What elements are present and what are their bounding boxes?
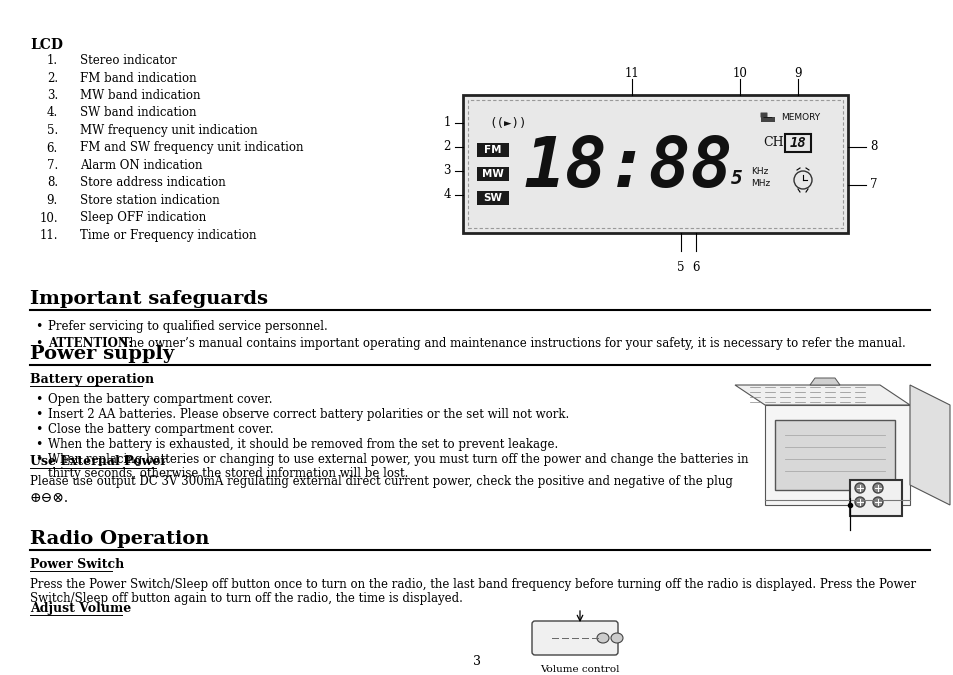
Text: 8.: 8. bbox=[47, 176, 58, 190]
Text: FM band indication: FM band indication bbox=[80, 72, 196, 84]
Text: When replacing batteries or changing to use external power, you must turn off th: When replacing batteries or changing to … bbox=[48, 453, 748, 466]
Text: Sleep OFF indication: Sleep OFF indication bbox=[80, 211, 206, 225]
Text: •: • bbox=[35, 438, 42, 451]
Text: MW: MW bbox=[481, 169, 503, 179]
Text: 11.: 11. bbox=[39, 229, 58, 242]
Ellipse shape bbox=[597, 633, 608, 643]
Text: 10.: 10. bbox=[39, 211, 58, 225]
Text: 10: 10 bbox=[732, 67, 747, 80]
Text: •: • bbox=[35, 453, 42, 466]
Text: 8: 8 bbox=[869, 140, 877, 153]
Polygon shape bbox=[734, 385, 909, 405]
Text: MW frequency unit indication: MW frequency unit indication bbox=[80, 124, 257, 137]
Text: •: • bbox=[35, 393, 42, 406]
Bar bbox=[784, 134, 810, 152]
Text: 4: 4 bbox=[443, 188, 451, 202]
Text: ((►)): ((►)) bbox=[489, 117, 526, 130]
Text: Switch/Sleep off button again to turn off the radio, the time is displayed.: Switch/Sleep off button again to turn of… bbox=[30, 592, 462, 605]
Text: The owner’s manual contains important operating and maintenance instructions for: The owner’s manual contains important op… bbox=[118, 337, 904, 350]
Text: Prefer servicing to qualified service personnel.: Prefer servicing to qualified service pe… bbox=[48, 320, 328, 333]
Text: 18: 18 bbox=[789, 136, 805, 150]
Text: LCD: LCD bbox=[30, 38, 63, 52]
Text: MEMORY: MEMORY bbox=[781, 113, 820, 122]
Text: Use External Power: Use External Power bbox=[30, 455, 167, 468]
Circle shape bbox=[872, 483, 882, 493]
Bar bbox=[468, 100, 842, 228]
Text: 3: 3 bbox=[473, 655, 480, 668]
Text: 7.: 7. bbox=[47, 159, 58, 172]
Text: 11: 11 bbox=[624, 67, 639, 80]
Text: 6: 6 bbox=[692, 261, 699, 274]
Text: ATTENTION:: ATTENTION: bbox=[48, 337, 132, 350]
Text: 3: 3 bbox=[443, 165, 451, 178]
Bar bbox=[774, 420, 894, 490]
Text: Important safeguards: Important safeguards bbox=[30, 290, 268, 308]
Text: 6.: 6. bbox=[47, 142, 58, 155]
Text: Stereo indicator: Stereo indicator bbox=[80, 54, 176, 67]
Text: 5: 5 bbox=[676, 261, 683, 274]
Text: Please use output DC 3V 300mA regulating external direct current power, check th: Please use output DC 3V 300mA regulating… bbox=[30, 475, 732, 488]
Text: Close the battery compartment cover.: Close the battery compartment cover. bbox=[48, 423, 274, 436]
Bar bbox=[849, 480, 901, 516]
Text: MHz: MHz bbox=[750, 180, 769, 188]
Text: 4.: 4. bbox=[47, 107, 58, 119]
Text: Insert 2 AA batteries. Please observe correct battery polarities or the set will: Insert 2 AA batteries. Please observe co… bbox=[48, 408, 569, 421]
Text: 3.: 3. bbox=[47, 89, 58, 102]
Text: Volume control: Volume control bbox=[539, 665, 619, 674]
Text: ⊕⊖⊗.: ⊕⊖⊗. bbox=[30, 491, 69, 505]
Text: •: • bbox=[35, 337, 42, 350]
Text: 5.: 5. bbox=[47, 124, 58, 137]
Text: Store station indication: Store station indication bbox=[80, 194, 219, 207]
Text: 5: 5 bbox=[730, 169, 742, 188]
Text: When the battery is exhausted, it should be removed from the set to prevent leak: When the battery is exhausted, it should… bbox=[48, 438, 558, 451]
Text: Alarm ON indication: Alarm ON indication bbox=[80, 159, 202, 172]
Text: KHz: KHz bbox=[750, 167, 767, 176]
Text: Press the Power Switch/Sleep off button once to turn on the radio, the last band: Press the Power Switch/Sleep off button … bbox=[30, 578, 915, 591]
Text: 2: 2 bbox=[443, 140, 451, 153]
Circle shape bbox=[854, 483, 864, 493]
Bar bbox=[476, 143, 509, 157]
Polygon shape bbox=[764, 405, 909, 505]
Text: 9.: 9. bbox=[47, 194, 58, 207]
Text: 9: 9 bbox=[793, 67, 801, 80]
Text: FM and SW frequency unit indication: FM and SW frequency unit indication bbox=[80, 142, 303, 155]
Text: FM: FM bbox=[484, 145, 501, 155]
Text: SW band indication: SW band indication bbox=[80, 107, 196, 119]
Text: Radio Operation: Radio Operation bbox=[30, 530, 209, 548]
Text: MW band indication: MW band indication bbox=[80, 89, 200, 102]
FancyBboxPatch shape bbox=[532, 621, 618, 655]
Text: 7: 7 bbox=[869, 178, 877, 192]
Text: Open the battery compartment cover.: Open the battery compartment cover. bbox=[48, 393, 273, 406]
Bar bbox=[476, 191, 509, 205]
Text: •: • bbox=[35, 408, 42, 421]
Text: CH: CH bbox=[762, 136, 782, 149]
Polygon shape bbox=[909, 385, 949, 505]
Polygon shape bbox=[809, 378, 840, 385]
Circle shape bbox=[854, 497, 864, 507]
Text: 1: 1 bbox=[443, 117, 451, 130]
Circle shape bbox=[872, 497, 882, 507]
Text: •: • bbox=[35, 423, 42, 436]
Text: •: • bbox=[35, 320, 42, 333]
Bar bbox=[462, 95, 847, 233]
Bar bbox=[760, 117, 774, 122]
Text: 2.: 2. bbox=[47, 72, 58, 84]
Text: 1.: 1. bbox=[47, 54, 58, 67]
Text: Power Switch: Power Switch bbox=[30, 558, 124, 571]
Text: 18:88: 18:88 bbox=[523, 134, 732, 200]
Ellipse shape bbox=[610, 633, 622, 643]
Text: Battery operation: Battery operation bbox=[30, 373, 154, 386]
Bar bbox=[476, 167, 509, 181]
Text: Time or Frequency indication: Time or Frequency indication bbox=[80, 229, 256, 242]
FancyBboxPatch shape bbox=[760, 113, 767, 117]
Text: Adjust Volume: Adjust Volume bbox=[30, 602, 132, 615]
Text: —: — bbox=[762, 112, 772, 122]
Text: SW: SW bbox=[483, 193, 502, 203]
Text: Store address indication: Store address indication bbox=[80, 176, 226, 190]
Text: Power supply: Power supply bbox=[30, 345, 174, 363]
Text: thirty seconds, otherwise the stored information will be lost.: thirty seconds, otherwise the stored inf… bbox=[48, 467, 408, 480]
